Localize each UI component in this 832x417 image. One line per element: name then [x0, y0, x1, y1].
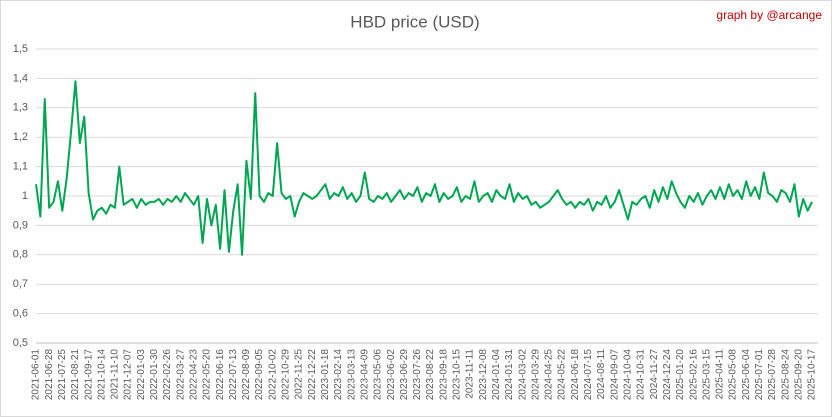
x-tick-label: 2024-10-04: [623, 349, 634, 401]
x-tick-label: 2025-04-11: [715, 349, 726, 400]
x-tick-label: 2024-01-04: [491, 349, 502, 401]
y-tick-label: 0,7: [13, 278, 28, 290]
x-tick-label: 2022-01-30: [149, 349, 160, 401]
x-tick-label: 2023-07-26: [412, 349, 423, 401]
x-tick-label: 2023-09-18: [438, 349, 449, 401]
x-tick-label: 2025-03-15: [701, 349, 712, 401]
x-tick-label: 2023-12-08: [478, 349, 489, 401]
x-tick-label: 2023-05-06: [373, 349, 384, 401]
x-tick-label: 2021-09-17: [83, 349, 94, 401]
x-tick-label: 2025-02-16: [688, 349, 699, 401]
x-tick-label: 2025-07-28: [767, 349, 778, 401]
x-tick-label: 2022-09-05: [254, 349, 265, 401]
x-tick-label: 2022-08-09: [241, 349, 252, 401]
x-tick-label: 2025-06-04: [741, 349, 752, 401]
x-tick-label: 2024-07-15: [583, 349, 594, 401]
x-tick-label: 2024-05-22: [557, 349, 568, 401]
x-tick-label: 2023-04-09: [359, 349, 370, 401]
y-tick-label: 0,5: [13, 337, 28, 349]
x-tick-label: 2025-09-20: [793, 349, 804, 401]
x-tick-label: 2024-08-11: [596, 349, 607, 400]
x-tick-label: 2023-08-22: [425, 349, 436, 401]
x-tick-label: 2021-08-21: [70, 349, 81, 401]
x-tick-label: 2024-10-31: [636, 349, 647, 401]
x-tick-label: 2025-10-17: [807, 349, 818, 401]
x-tick-label: 2021-10-14: [96, 349, 107, 401]
x-tick-label: 2022-02-26: [162, 349, 173, 401]
x-tick-label: 2024-04-25: [544, 349, 555, 401]
x-tick-label: 2022-06-16: [215, 349, 226, 401]
x-tick-label: 2024-09-07: [609, 349, 620, 401]
x-tick-label: 2022-10-29: [281, 349, 292, 401]
x-tick-label: 2022-01-03: [136, 349, 147, 401]
x-tick-label: 2023-01-18: [320, 349, 331, 401]
x-tick-label: 2023-06-02: [386, 349, 397, 401]
x-tick-label: 2021-07-25: [57, 349, 68, 401]
x-tick-label: 2024-03-02: [517, 349, 528, 401]
x-tick-label: 2023-03-13: [346, 349, 357, 401]
y-tick-label: 1,2: [13, 131, 28, 143]
x-tick-label: 2021-12-07: [123, 349, 134, 401]
x-tick-label: 2022-07-13: [228, 349, 239, 401]
x-tick-label: 2022-05-20: [202, 349, 213, 401]
y-tick-label: 0,8: [13, 249, 28, 261]
x-tick-label: 2023-02-14: [333, 349, 344, 401]
x-tick-label: 2021-11-10: [110, 349, 121, 400]
y-tick-label: 1: [22, 190, 28, 202]
x-tick-label: 2023-10-15: [452, 349, 463, 401]
x-tick-label: 2025-05-08: [728, 349, 739, 401]
y-tick-label: 0,9: [13, 219, 28, 231]
x-tick-label: 2024-03-29: [530, 349, 541, 401]
y-tick-label: 1,4: [13, 72, 28, 84]
x-tick-label: 2022-10-02: [267, 349, 278, 401]
x-tick-label: 2024-12-24: [662, 349, 673, 401]
x-tick-label: 2025-07-01: [754, 349, 765, 401]
price-line: [35, 80, 813, 256]
y-tick-label: 1,5: [13, 43, 28, 55]
x-tick-label: 2022-12-22: [307, 349, 318, 401]
x-tick-label: 2022-11-25: [294, 349, 305, 400]
credit-annotation: graph by @arcange: [716, 8, 822, 22]
x-tick-label: 2024-11-27: [649, 349, 660, 400]
x-tick-label: 2022-03-27: [175, 349, 186, 401]
x-tick-label: 2024-01-31: [504, 349, 515, 401]
x-tick-label: 2021-06-01: [31, 349, 42, 401]
y-tick-label: 1,3: [13, 102, 28, 114]
x-tick-label: 2023-11-11: [465, 349, 476, 399]
y-tick-label: 0,6: [13, 308, 28, 320]
x-tick-label: 2025-08-24: [780, 349, 791, 401]
x-tick-label: 2023-06-29: [399, 349, 410, 401]
x-tick-label: 2024-06-18: [570, 349, 581, 401]
x-tick-label: 2022-04-23: [188, 349, 199, 401]
x-tick-label: 2021-06-28: [44, 349, 55, 401]
x-tick-label: 2025-01-20: [675, 349, 686, 401]
chart-title: HBD price (USD): [350, 12, 479, 31]
y-tick-label: 1,1: [13, 161, 28, 173]
